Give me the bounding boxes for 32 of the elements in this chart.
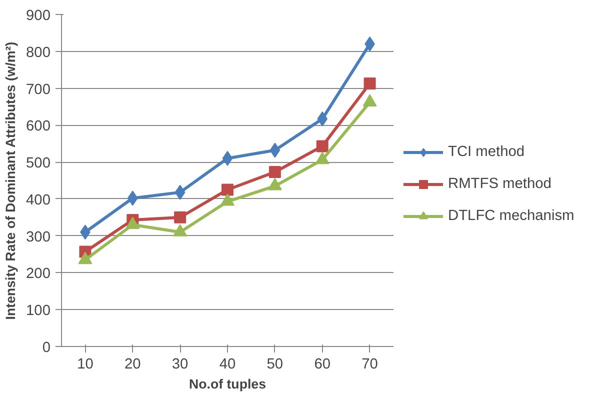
legend-label: RMTFS method (448, 176, 552, 192)
point (268, 166, 281, 178)
legend-label: TCI method (448, 144, 525, 160)
y-tick-label: 200 (26, 266, 51, 282)
y-tick-label: 400 (26, 192, 51, 208)
point (364, 77, 376, 90)
point (174, 184, 186, 200)
y-axis-title: Intensity Rate of Dominant Attributes (w/m²) (3, 42, 18, 320)
point (222, 184, 234, 196)
x-tick-label: 70 (362, 356, 378, 372)
point (127, 190, 138, 206)
y-tick-label: 100 (26, 303, 51, 320)
point (317, 111, 328, 126)
y-tick-label: 900 (26, 8, 51, 24)
y-tick-label: 500 (26, 156, 51, 172)
point (174, 211, 186, 224)
x-tick-label: 10 (77, 356, 94, 372)
x-tick-label: 20 (124, 356, 141, 372)
x-tick-label: 30 (172, 356, 188, 372)
point (222, 150, 233, 166)
x-tick-label: 60 (314, 356, 331, 372)
y-tick-label: 300 (26, 229, 51, 246)
y-tick-label: 0 (42, 340, 51, 356)
point (316, 140, 328, 152)
y-tick-label: 600 (26, 118, 51, 135)
x-tick-label: 40 (219, 356, 236, 372)
x-axis-title: No.of tuples (189, 376, 266, 392)
y-tick-label: 800 (26, 44, 51, 61)
y-tick-label: 700 (26, 82, 51, 98)
legend-label: DTLFC mechanism (448, 208, 574, 224)
x-tick-label: 50 (266, 356, 284, 372)
point (270, 142, 280, 158)
